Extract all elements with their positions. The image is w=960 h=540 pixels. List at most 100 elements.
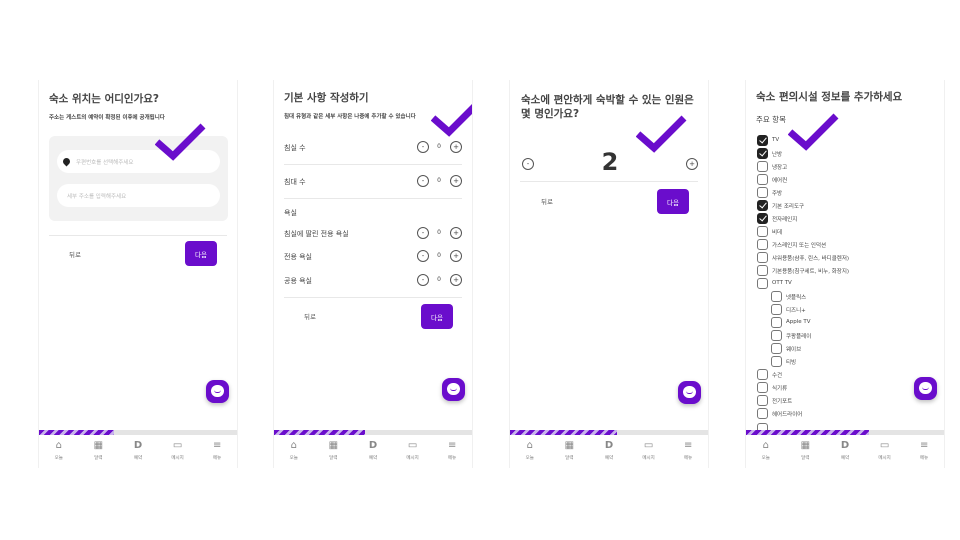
nav-item[interactable]: ▭ 메시지 xyxy=(865,435,905,468)
amenity-label: 난방 xyxy=(772,152,783,158)
detail-address-input[interactable]: 세부 주소를 입력해주세요 xyxy=(57,184,220,207)
location-pin-icon xyxy=(61,156,72,167)
counter-label: 침실 수 xyxy=(284,144,306,152)
nav-item[interactable]: ▭ 메시지 xyxy=(629,435,669,468)
nav-item[interactable]: ⌂ 오늘 xyxy=(274,435,314,468)
amenity-label: 전기포트 xyxy=(772,399,793,405)
chat-fab-button[interactable] xyxy=(442,378,465,401)
increment-button[interactable]: + xyxy=(450,250,462,262)
nav-label: 달력 xyxy=(801,456,810,461)
nav-item[interactable]: ⌂ 오늘 xyxy=(510,435,550,468)
nav-item[interactable]: ≡ 메뉴 xyxy=(197,435,237,468)
message-icon: ▭ xyxy=(643,440,654,451)
amenity-checkbox[interactable] xyxy=(757,239,768,250)
nav-item[interactable]: ▦ 달력 xyxy=(786,435,826,468)
guest-count: 2 xyxy=(601,148,619,176)
amenity-checkbox[interactable] xyxy=(771,330,782,341)
decrement-button[interactable]: - xyxy=(522,158,534,170)
reservation-icon: D xyxy=(133,440,143,451)
amenity-checkbox[interactable] xyxy=(757,369,768,380)
chat-fab-button[interactable] xyxy=(678,381,701,404)
reservation-icon: D xyxy=(604,440,614,451)
back-button[interactable]: 뒤로 xyxy=(541,198,553,206)
bottom-nav: ⌂ 오늘 ▦ 달력 D 예약 ▭ 메시지 ≡ 메뉴 xyxy=(746,435,944,468)
bottom-nav: ⌂ 오늘 ▦ 달력 D 예약 ▭ 메시지 ≡ 메뉴 xyxy=(510,435,708,468)
nav-label: 예약 xyxy=(604,456,614,461)
amenity-checkbox[interactable] xyxy=(757,382,768,393)
amenity-checkbox[interactable] xyxy=(757,174,768,185)
next-button[interactable]: 다음 xyxy=(657,189,689,214)
nav-item[interactable]: ▦ 달력 xyxy=(314,435,354,468)
amenity-checkbox[interactable] xyxy=(757,148,768,159)
amenity-checkbox[interactable] xyxy=(771,291,782,302)
back-button[interactable]: 뒤로 xyxy=(69,251,81,259)
amenity-checkbox[interactable] xyxy=(757,252,768,263)
amenity-checkbox[interactable] xyxy=(757,187,768,198)
decrement-button[interactable]: - xyxy=(417,274,429,286)
home-icon: ⌂ xyxy=(290,440,297,451)
next-button[interactable]: 다음 xyxy=(185,241,217,266)
bathroom-header: 욕실 xyxy=(284,209,297,217)
reservation-icon: D xyxy=(368,440,378,451)
postcode-input[interactable]: 우편번호를 선택해주세요 xyxy=(57,150,220,173)
amenity-checkbox[interactable] xyxy=(757,135,768,146)
increment-button[interactable]: + xyxy=(450,141,462,153)
increment-button[interactable]: + xyxy=(686,158,698,170)
nav-item[interactable]: ▦ 달력 xyxy=(79,435,119,468)
nav-label: 메뉴 xyxy=(684,456,693,461)
increment-button[interactable]: + xyxy=(450,274,462,286)
amenity-checkbox[interactable] xyxy=(771,304,782,315)
amenity-checkbox[interactable] xyxy=(757,265,768,276)
amenity-checkbox[interactable] xyxy=(757,278,768,289)
decrement-button[interactable]: - xyxy=(417,141,429,153)
page-title: 숙소 위치는 어디인가요? xyxy=(49,93,160,105)
amenity-checkbox[interactable] xyxy=(757,200,768,211)
checkmark-icon xyxy=(636,115,687,153)
increment-button[interactable]: + xyxy=(450,175,462,187)
nav-label: 메시지 xyxy=(406,456,419,461)
amenity-checkbox[interactable] xyxy=(757,395,768,406)
nav-item[interactable]: ▦ 달력 xyxy=(550,435,590,468)
calendar-icon: ▦ xyxy=(800,440,811,451)
checkmark-icon xyxy=(788,113,839,151)
decrement-button[interactable]: - xyxy=(417,175,429,187)
nav-label: 달력 xyxy=(94,456,103,461)
decrement-button[interactable]: - xyxy=(417,227,429,239)
nav-item[interactable]: ≡ 메뉴 xyxy=(904,435,944,468)
nav-item[interactable]: ⌂ 오늘 xyxy=(746,435,786,468)
amenity-label: 전자레인지 xyxy=(772,217,798,223)
bottom-nav: ⌂ 오늘 ▦ 달력 D 예약 ▭ 메시지 ≡ 메뉴 xyxy=(274,435,472,468)
amenity-label: 헤어드라이어 xyxy=(772,412,803,418)
progress-fill xyxy=(39,430,115,435)
amenity-checkbox[interactable] xyxy=(771,317,782,328)
nav-item[interactable]: ⌂ 오늘 xyxy=(39,435,79,468)
nav-item[interactable]: D 예약 xyxy=(353,435,393,468)
nav-item[interactable]: ≡ 메뉴 xyxy=(668,435,708,468)
page-title: 숙소 편의시설 정보를 추가하세요 xyxy=(756,91,903,103)
amenity-checkbox[interactable] xyxy=(757,213,768,224)
nav-item[interactable]: D 예약 xyxy=(825,435,865,468)
amenity-label: 가스레인지 또는 인덕션 xyxy=(772,243,827,249)
amenity-checkbox[interactable] xyxy=(771,343,782,354)
chat-fab-button[interactable] xyxy=(914,377,937,400)
menu-icon: ≡ xyxy=(683,440,693,451)
nav-item[interactable]: ▭ 메시지 xyxy=(393,435,433,468)
progress-bar xyxy=(39,430,237,435)
amenity-label: 기본 조리도구 xyxy=(772,204,805,210)
amenity-checkbox[interactable] xyxy=(757,408,768,419)
chat-fab-button[interactable] xyxy=(206,380,229,403)
decrement-button[interactable]: - xyxy=(417,250,429,262)
amenity-checkbox[interactable] xyxy=(757,226,768,237)
nav-label: 오늘 xyxy=(761,456,770,461)
next-button[interactable]: 다음 xyxy=(421,304,453,329)
increment-button[interactable]: + xyxy=(450,227,462,239)
nav-item[interactable]: ▭ 메시지 xyxy=(158,435,198,468)
amenity-checkbox[interactable] xyxy=(771,356,782,367)
back-button[interactable]: 뒤로 xyxy=(304,313,316,321)
amenity-label: 수건 xyxy=(772,373,783,379)
counter-label: 공용 욕실 xyxy=(284,277,312,285)
amenity-checkbox[interactable] xyxy=(757,161,768,172)
nav-item[interactable]: D 예약 xyxy=(589,435,629,468)
nav-item[interactable]: D 예약 xyxy=(118,435,158,468)
nav-item[interactable]: ≡ 메뉴 xyxy=(432,435,472,468)
